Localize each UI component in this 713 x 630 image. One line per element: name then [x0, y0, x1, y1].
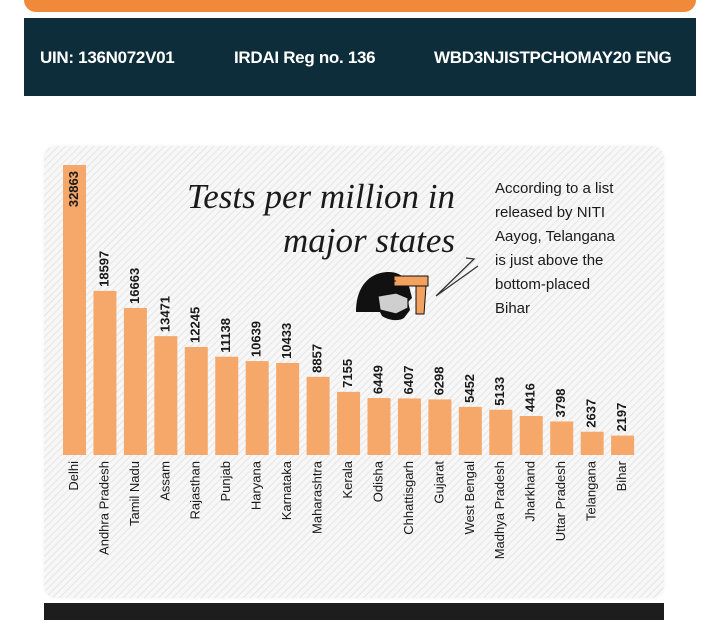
data-label-kerala: 7155: [340, 359, 355, 388]
thermometer-gun-icon: [388, 275, 429, 315]
chart-title-line1: Tests per million in: [187, 177, 455, 216]
banner-uin: UIN: 136N072V01: [40, 48, 175, 67]
annotation-line: Aayog, Telangana: [495, 228, 615, 245]
chart-background: [44, 146, 664, 598]
annotation-line: Bihar: [495, 300, 530, 317]
bar-madhya-pradesh: [489, 409, 513, 455]
bar-west-bengal: [458, 406, 482, 455]
data-label-andhra-pradesh: 18597: [96, 251, 111, 287]
category-label-madhya-pradesh: Madhya Pradesh: [492, 461, 507, 559]
category-label-rajasthan: Rajasthan: [188, 461, 203, 520]
bar-haryana: [245, 361, 269, 455]
bar-maharashtra: [306, 376, 330, 455]
category-label-tamil-nadu: Tamil Nadu: [127, 461, 142, 526]
data-label-rajasthan: 12245: [188, 307, 203, 343]
bar-odisha: [367, 398, 391, 455]
data-label-gujarat: 6298: [431, 367, 446, 396]
data-label-tamil-nadu: 16663: [127, 268, 142, 304]
chart: 32863 Delhi 18597 Andhra Pradesh 16663 Tamil …: [44, 146, 664, 598]
data-label-bihar: 2197: [614, 403, 629, 432]
data-label-chhattisgarh: 6407: [401, 366, 416, 395]
category-label-jharkhand: Jharkhand: [523, 461, 538, 522]
category-label-telangana: Telangana: [584, 460, 599, 521]
annotation-line: bottom-placed: [495, 276, 590, 293]
data-label-west-bengal: 5452: [462, 374, 477, 403]
bar-kerala: [337, 391, 361, 455]
bar-rajasthan: [184, 346, 208, 455]
category-label-chhattisgarh: Chhattisgarh: [401, 461, 416, 535]
category-label-haryana: Haryana: [249, 460, 264, 510]
data-label-madhya-pradesh: 5133: [492, 377, 507, 406]
category-label-karnataka: Karnataka: [279, 460, 294, 520]
data-label-uttar-pradesh: 3798: [553, 389, 568, 418]
category-label-kerala: Kerala: [340, 460, 355, 498]
bar-assam: [154, 336, 178, 455]
category-label-punjab: Punjab: [218, 461, 233, 501]
data-label-jharkhand: 4416: [523, 383, 538, 412]
bar-karnataka: [276, 362, 300, 455]
category-label-bihar: Bihar: [614, 460, 629, 491]
category-label-odisha: Odisha: [370, 460, 385, 502]
bar-telangana: [580, 431, 604, 455]
banner-irdai: IRDAI Reg no. 136: [234, 48, 376, 67]
bar-jharkhand: [519, 416, 543, 455]
annotation-line: released by NITI: [495, 204, 605, 221]
category-label-assam: Assam: [157, 461, 172, 501]
bar-tamil-nadu: [123, 307, 147, 455]
category-label-west-bengal: West Bengal: [462, 461, 477, 535]
data-label-odisha: 6449: [370, 365, 385, 394]
bar-uttar-pradesh: [550, 421, 574, 455]
data-label-haryana: 10639: [249, 321, 264, 357]
bar-chhattisgarh: [397, 398, 421, 455]
bar-delhi: [63, 165, 86, 455]
data-label-telangana: 2637: [584, 399, 599, 428]
category-label-delhi: Delhi: [66, 461, 81, 491]
chart-card: 32863 Delhi 18597 Andhra Pradesh 16663 Tamil …: [44, 146, 664, 598]
bar-gujarat: [428, 399, 452, 455]
chart-title-line2: major states: [283, 221, 455, 260]
data-label-assam: 13471: [157, 296, 172, 332]
annotation-line: According to a list: [495, 180, 614, 197]
bars-layer: 32863 Delhi 18597 Andhra Pradesh 16663 Tamil …: [63, 165, 635, 559]
category-label-uttar-pradesh: Uttar Pradesh: [553, 461, 568, 541]
banner: UIN: 136N072V01 IRDAI Reg no. 136 WBD3NJ…: [24, 18, 696, 96]
banner-code: WBD3NJISTPCHOMAY20 ENG: [434, 48, 672, 67]
bar-punjab: [215, 356, 239, 455]
annotation: According to a list released by NITI Aayog…: [495, 180, 615, 317]
footer-bar: [44, 603, 664, 620]
data-label-maharashtra: 8857: [310, 344, 325, 373]
data-label-delhi: 32863: [66, 171, 81, 207]
category-label-gujarat: Gujarat: [431, 461, 446, 504]
category-label-andhra-pradesh: Andhra Pradesh: [96, 461, 111, 555]
orange-header-strip: [24, 0, 696, 12]
bar-bihar: [611, 435, 635, 455]
category-label-maharashtra: Maharashtra: [310, 460, 325, 534]
annotation-line: is just above the: [495, 252, 603, 269]
data-label-karnataka: 10433: [279, 323, 294, 359]
data-label-punjab: 11138: [218, 318, 233, 353]
callout-pointer: [435, 257, 479, 297]
bar-andhra-pradesh: [93, 290, 117, 455]
